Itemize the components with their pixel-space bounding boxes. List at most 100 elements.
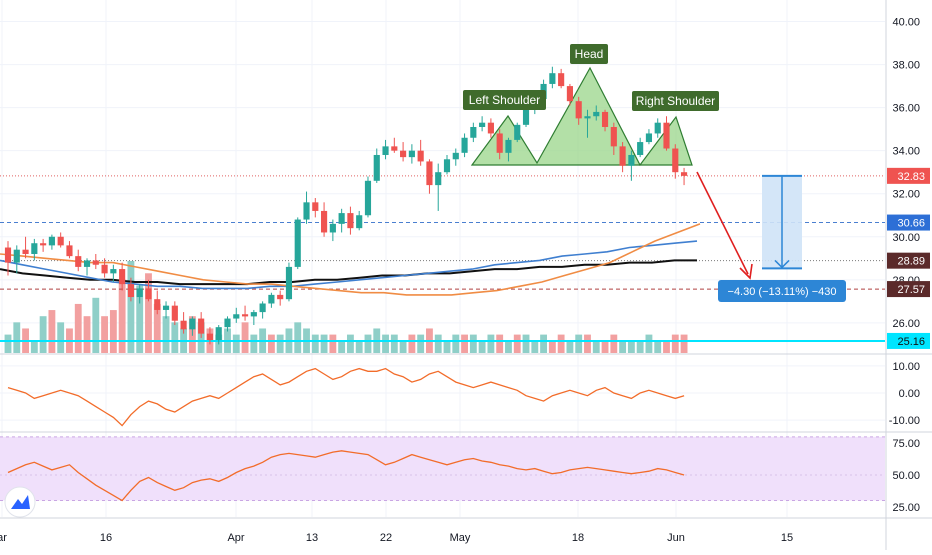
price-tag: 25.16: [887, 332, 930, 349]
rsi-tick-label: 25.00: [892, 502, 920, 514]
candle: [171, 301, 178, 326]
candle: [329, 219, 336, 242]
candle: [645, 129, 653, 145]
measure-label-box: [718, 280, 846, 302]
candle-body: [215, 327, 222, 341]
pattern-label-left: Left Shoulder: [463, 90, 546, 110]
candle: [285, 262, 293, 302]
candle-body: [268, 294, 275, 304]
candle-body: [303, 202, 310, 220]
time-tick-label: May: [450, 532, 471, 544]
price-tag: 30.66: [887, 214, 930, 231]
rsi-line: [7, 450, 685, 502]
volume-bar: [153, 303, 161, 353]
price-tag-bg: [887, 214, 930, 231]
time-tick-label: ar: [0, 532, 7, 544]
price-tags: 32.83 30.66 28.89 27.57 25.16: [887, 167, 930, 349]
volume-bar: [101, 316, 109, 353]
candle-body: [31, 243, 38, 254]
tradingview-logo[interactable]: [4, 486, 36, 518]
volume-bar: [232, 334, 240, 353]
candle-body: [285, 266, 293, 300]
price-tag: 32.83: [887, 167, 930, 184]
candle: [601, 109, 609, 132]
price-tag-bg: [887, 252, 930, 269]
volume-bar: [522, 334, 530, 353]
candle: [637, 137, 644, 158]
candle-body: [180, 320, 187, 330]
time-tick-label: 18: [572, 532, 584, 544]
candle: [549, 66, 556, 89]
volume-bar: [364, 334, 372, 353]
candle: [312, 198, 319, 218]
candle-body: [13, 249, 20, 263]
candle-body: [92, 260, 99, 265]
candle: [435, 163, 442, 211]
candle-body: [680, 172, 688, 176]
volume-bar: [680, 334, 688, 353]
candle-body: [4, 247, 12, 263]
ma-long-line: [0, 259, 697, 286]
candle-body: [391, 146, 398, 151]
volume-bar: [531, 340, 539, 353]
rsi-panel: [0, 436, 885, 502]
volume-bar: [241, 322, 249, 353]
target-arrow-shaft: [696, 171, 749, 275]
head-and-shoulders-shape[interactable]: [470, 66, 693, 167]
candle-body: [426, 161, 433, 186]
volume-bar: [584, 334, 591, 353]
candle-body: [356, 215, 363, 229]
candle: [92, 253, 99, 270]
candle-body: [198, 318, 205, 334]
volume-bar: [645, 334, 653, 353]
candle-body: [136, 288, 143, 298]
candle: [356, 210, 363, 231]
candle-body: [461, 137, 468, 153]
volume-bar: [540, 334, 548, 353]
moving-averages: [0, 223, 701, 296]
candle: [391, 137, 398, 153]
candle-body: [66, 245, 73, 257]
candle: [619, 142, 626, 173]
candle: [101, 258, 108, 278]
candle: [241, 305, 249, 321]
price-tag-text: 32.83: [897, 171, 925, 183]
candle: [663, 116, 670, 151]
volume-bar: [382, 334, 389, 353]
time-tick-label: 22: [380, 532, 392, 544]
candle: [408, 144, 415, 164]
candle: [224, 316, 231, 332]
candle: [75, 249, 82, 272]
candle-body: [57, 236, 64, 246]
candle-body: [347, 213, 354, 229]
price-tag-bg: [887, 332, 930, 349]
candle-body: [373, 154, 380, 181]
price-projection[interactable]: −4.30 (−13.11%) −430: [696, 171, 846, 302]
candle-body: [277, 294, 284, 300]
momentum-tick-label: 0.00: [899, 388, 920, 400]
candle: [575, 96, 582, 125]
volume-bar: [92, 297, 100, 353]
candle-body: [338, 213, 345, 224]
price-tick-label: 32.00: [892, 189, 920, 201]
volume-bar: [4, 334, 12, 353]
candle: [48, 234, 55, 250]
candle-body: [382, 146, 389, 155]
volume-bar: [478, 340, 486, 353]
candle: [654, 118, 661, 138]
candle-body: [154, 299, 161, 310]
volume-bar: [557, 334, 565, 353]
candle: [154, 290, 161, 315]
candle: [680, 167, 688, 186]
head-and-shoulders-pattern[interactable]: [470, 66, 693, 167]
volume-bar: [250, 334, 258, 353]
volume-bar: [145, 273, 152, 353]
candle: [145, 279, 152, 302]
volume-bar: [48, 310, 56, 353]
price-tag: 27.57: [887, 281, 930, 298]
candle: [479, 116, 486, 132]
volume-bar: [601, 340, 609, 353]
